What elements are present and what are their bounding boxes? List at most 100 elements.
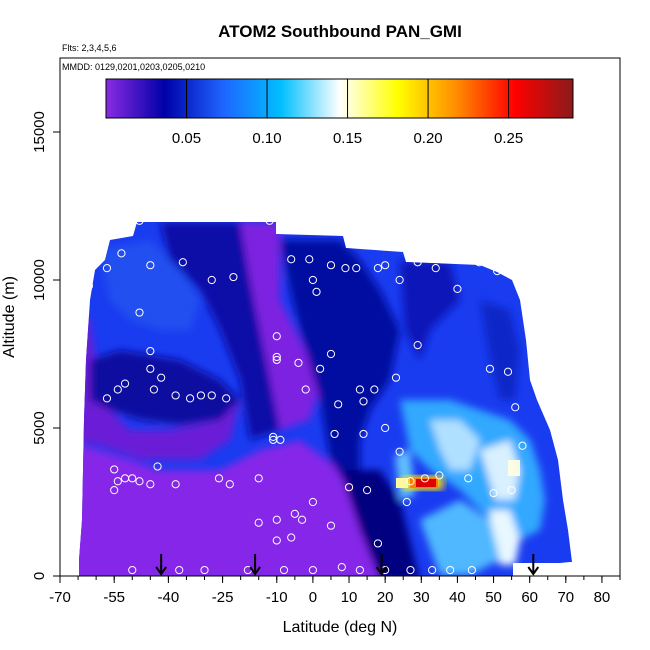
- observation-circle: [464, 474, 473, 483]
- x-tick-label: -25: [212, 589, 234, 606]
- x-tick-label: 30: [413, 589, 430, 606]
- colorbar-tick-label: 0.20: [413, 130, 442, 147]
- observation-circle: [229, 272, 238, 282]
- observation-circle: [503, 367, 513, 376]
- observation-circle: [518, 441, 527, 450]
- observation-circle: [52, 403, 61, 412]
- arrow-marker: [249, 554, 261, 576]
- y-axis-label: Altitude (m): [1, 276, 18, 358]
- observation-circle: [316, 364, 325, 373]
- plot-frame: [59, 57, 621, 577]
- y-tick-label: 0: [31, 572, 48, 580]
- heatmap-field: [79, 222, 573, 576]
- observation-circle: [265, 216, 274, 225]
- observation-circle: [301, 385, 310, 394]
- observation-circle: [102, 264, 112, 273]
- observation-circle: [489, 489, 498, 498]
- observation-points: [52, 207, 563, 575]
- observation-circle: [171, 480, 180, 489]
- colorbar: 0.05 0.10 0.15 0.20 0.25: [105, 78, 574, 147]
- observation-circle: [453, 284, 462, 293]
- observation-circle: [395, 275, 404, 285]
- x-tick-label: -40: [158, 589, 180, 606]
- observation-circle: [110, 486, 119, 495]
- altitude-arrows: [155, 554, 540, 576]
- observation-circle: [214, 474, 224, 483]
- dates-note: MMDD: 0129,0201,0203,0205,0210: [62, 62, 205, 72]
- observation-circle: [355, 565, 364, 575]
- flights-note: Flts: 2,3,4,5,6: [62, 43, 117, 53]
- observation-circle: [391, 373, 401, 382]
- observation-circle: [413, 341, 422, 350]
- observation-circle: [554, 565, 563, 575]
- observation-circle: [171, 391, 180, 400]
- observation-circle: [420, 474, 430, 483]
- observation-circle: [157, 373, 166, 382]
- observation-circle: [84, 281, 94, 291]
- observation-circle: [222, 394, 231, 403]
- observation-circle: [200, 565, 209, 575]
- observation-circle: [272, 332, 281, 341]
- observation-circle: [297, 515, 307, 524]
- observation-circle: [120, 379, 130, 388]
- arrow-marker: [527, 554, 540, 576]
- observation-circle: [294, 358, 303, 367]
- y-tick-label: 10000: [31, 259, 48, 301]
- observation-circle: [287, 255, 296, 264]
- observation-circle: [359, 397, 368, 406]
- observation-circle: [146, 261, 155, 270]
- colorbar-tick-label: 0.10: [252, 130, 281, 147]
- observation-circle: [507, 486, 516, 495]
- observation-circle: [290, 509, 299, 518]
- observation-circle: [146, 346, 155, 356]
- observation-circle: [330, 429, 339, 439]
- observation-circle: [178, 258, 187, 267]
- x-tick-label: 10: [341, 589, 358, 606]
- colorbar-tick-label: 0.15: [333, 130, 362, 147]
- observation-circle: [102, 394, 112, 403]
- x-tick-label: 40: [449, 589, 466, 606]
- observation-circle: [435, 471, 444, 480]
- observation-circle: [135, 477, 144, 486]
- x-tick-label: 0: [309, 589, 317, 606]
- x-tick-label: -10: [266, 589, 288, 606]
- observation-circle: [511, 403, 520, 412]
- observation-circle: [272, 355, 281, 365]
- observation-circle: [362, 486, 372, 495]
- observation-circle: [113, 385, 122, 394]
- observation-circle: [312, 287, 321, 296]
- observation-circle: [207, 391, 216, 400]
- observation-circle: [428, 565, 437, 575]
- observation-circle: [66, 471, 75, 480]
- observation-circle: [334, 400, 343, 409]
- observation-circle: [373, 264, 383, 273]
- colorbar-tick-label: 0.25: [494, 130, 523, 147]
- observation-circle: [326, 349, 336, 359]
- observation-circle: [110, 465, 119, 474]
- observation-circle: [175, 565, 184, 575]
- observation-circle: [287, 533, 296, 542]
- y-tick-label: 5000: [31, 411, 48, 444]
- x-axis: -70 -55 -40 -25 -10 0 10 20 30 40 50 60 70 80: [49, 576, 621, 606]
- observation-circle: [381, 423, 390, 433]
- observation-circle: [308, 275, 318, 285]
- observation-circle: [272, 515, 281, 524]
- x-tick-label: 70: [557, 589, 574, 606]
- colorbar-tick-label: 0.05: [172, 130, 201, 147]
- observation-circle: [66, 565, 75, 575]
- observation-circle: [381, 261, 390, 270]
- observation-circle: [149, 385, 159, 394]
- observation-circle: [146, 364, 155, 373]
- observation-circle: [474, 258, 484, 267]
- x-tick-label: -55: [103, 589, 125, 606]
- observation-circle: [308, 497, 318, 507]
- x-tick-label: -70: [49, 589, 71, 606]
- observation-circle: [344, 483, 354, 492]
- observation-circle: [406, 565, 415, 575]
- observation-circle: [99, 210, 108, 219]
- observation-circle: [128, 474, 137, 483]
- observation-circle: [402, 497, 411, 507]
- observation-circle: [373, 539, 383, 548]
- observation-circle: [276, 435, 285, 444]
